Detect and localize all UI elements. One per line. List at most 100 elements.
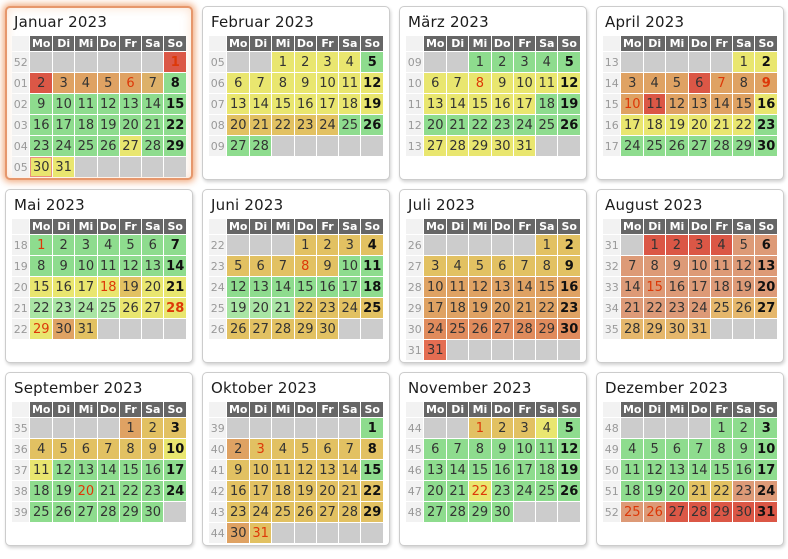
day-cell-mai-15[interactable]: 15 xyxy=(30,277,53,297)
day-cell-oktober-10[interactable]: 10 xyxy=(250,460,272,480)
day-cell-dezember-4[interactable]: 4 xyxy=(621,439,644,459)
day-cell-februar-22[interactable]: 22 xyxy=(272,115,294,135)
day-cell-november-13[interactable]: 13 xyxy=(424,460,447,480)
day-cell-dezember-15[interactable]: 15 xyxy=(710,460,733,480)
day-cell-september-5[interactable]: 5 xyxy=(53,439,75,459)
day-cell-maerz-29[interactable]: 29 xyxy=(469,136,491,156)
day-cell-maerz-17[interactable]: 17 xyxy=(513,94,536,114)
day-cell-september-14[interactable]: 14 xyxy=(97,460,119,480)
day-cell-februar-24[interactable]: 24 xyxy=(316,115,339,135)
day-cell-mai-8[interactable]: 8 xyxy=(30,256,53,276)
day-cell-oktober-30[interactable]: 30 xyxy=(227,523,250,543)
day-cell-september-24[interactable]: 24 xyxy=(164,481,186,501)
day-cell-maerz-14[interactable]: 14 xyxy=(447,94,469,114)
day-cell-januar-21[interactable]: 21 xyxy=(142,115,164,135)
day-cell-mai-23[interactable]: 23 xyxy=(53,298,75,318)
day-cell-april-11[interactable]: 11 xyxy=(644,94,666,114)
day-cell-november-6[interactable]: 6 xyxy=(424,439,447,459)
day-cell-mai-31[interactable]: 31 xyxy=(75,319,97,339)
day-cell-september-3[interactable]: 3 xyxy=(164,418,186,438)
day-cell-november-10[interactable]: 10 xyxy=(513,439,536,459)
day-cell-september-25[interactable]: 25 xyxy=(30,502,53,522)
day-cell-september-16[interactable]: 16 xyxy=(142,460,164,480)
day-cell-oktober-27[interactable]: 27 xyxy=(316,502,339,522)
day-cell-august-19[interactable]: 19 xyxy=(733,277,755,297)
day-cell-august-9[interactable]: 9 xyxy=(666,256,688,276)
day-cell-dezember-14[interactable]: 14 xyxy=(688,460,710,480)
day-cell-august-7[interactable]: 7 xyxy=(621,256,644,276)
day-cell-juni-5[interactable]: 5 xyxy=(227,256,250,276)
day-cell-juni-2[interactable]: 2 xyxy=(316,235,339,255)
day-cell-juli-27[interactable]: 27 xyxy=(491,319,513,339)
day-cell-oktober-3[interactable]: 3 xyxy=(250,439,272,459)
day-cell-dezember-29[interactable]: 29 xyxy=(710,502,733,522)
day-cell-januar-19[interactable]: 19 xyxy=(97,115,119,135)
day-cell-januar-4[interactable]: 4 xyxy=(75,73,97,93)
day-cell-juni-26[interactable]: 26 xyxy=(227,319,250,339)
day-cell-september-17[interactable]: 17 xyxy=(164,460,186,480)
day-cell-maerz-15[interactable]: 15 xyxy=(469,94,491,114)
day-cell-juli-2[interactable]: 2 xyxy=(558,235,580,255)
day-cell-november-17[interactable]: 17 xyxy=(513,460,536,480)
day-cell-august-30[interactable]: 30 xyxy=(666,319,688,339)
day-cell-maerz-27[interactable]: 27 xyxy=(424,136,447,156)
day-cell-dezember-22[interactable]: 22 xyxy=(710,481,733,501)
day-cell-maerz-9[interactable]: 9 xyxy=(491,73,513,93)
day-cell-september-10[interactable]: 10 xyxy=(164,439,186,459)
day-cell-oktober-6[interactable]: 6 xyxy=(316,439,339,459)
day-cell-november-19[interactable]: 19 xyxy=(558,460,580,480)
day-cell-april-27[interactable]: 27 xyxy=(688,136,710,156)
day-cell-februar-8[interactable]: 8 xyxy=(272,73,294,93)
day-cell-april-2[interactable]: 2 xyxy=(755,52,777,72)
day-cell-november-15[interactable]: 15 xyxy=(469,460,491,480)
day-cell-maerz-16[interactable]: 16 xyxy=(491,94,513,114)
day-cell-januar-3[interactable]: 3 xyxy=(53,73,75,93)
day-cell-februar-3[interactable]: 3 xyxy=(316,52,339,72)
day-cell-juni-9[interactable]: 9 xyxy=(316,256,339,276)
day-cell-september-23[interactable]: 23 xyxy=(142,481,164,501)
day-cell-april-4[interactable]: 4 xyxy=(644,73,666,93)
day-cell-september-11[interactable]: 11 xyxy=(30,460,53,480)
day-cell-oktober-20[interactable]: 20 xyxy=(316,481,339,501)
day-cell-dezember-16[interactable]: 16 xyxy=(733,460,755,480)
day-cell-november-16[interactable]: 16 xyxy=(491,460,513,480)
day-cell-mai-22[interactable]: 22 xyxy=(30,298,53,318)
day-cell-november-23[interactable]: 23 xyxy=(491,481,513,501)
day-cell-juli-29[interactable]: 29 xyxy=(536,319,558,339)
day-cell-juni-16[interactable]: 16 xyxy=(316,277,339,297)
day-cell-februar-17[interactable]: 17 xyxy=(316,94,339,114)
day-cell-oktober-4[interactable]: 4 xyxy=(272,439,294,459)
day-cell-juni-20[interactable]: 20 xyxy=(250,298,272,318)
day-cell-februar-26[interactable]: 26 xyxy=(361,115,383,135)
day-cell-juni-29[interactable]: 29 xyxy=(294,319,316,339)
day-cell-maerz-12[interactable]: 12 xyxy=(558,73,580,93)
day-cell-februar-9[interactable]: 9 xyxy=(294,73,316,93)
day-cell-juni-27[interactable]: 27 xyxy=(250,319,272,339)
day-cell-juni-11[interactable]: 11 xyxy=(361,256,383,276)
day-cell-januar-17[interactable]: 17 xyxy=(53,115,75,135)
day-cell-juni-8[interactable]: 8 xyxy=(294,256,316,276)
day-cell-august-1[interactable]: 1 xyxy=(644,235,666,255)
day-cell-juli-23[interactable]: 23 xyxy=(558,298,580,318)
day-cell-april-6[interactable]: 6 xyxy=(688,73,710,93)
day-cell-oktober-13[interactable]: 13 xyxy=(316,460,339,480)
day-cell-maerz-6[interactable]: 6 xyxy=(424,73,447,93)
day-cell-juni-6[interactable]: 6 xyxy=(250,256,272,276)
day-cell-dezember-9[interactable]: 9 xyxy=(733,439,755,459)
day-cell-juli-3[interactable]: 3 xyxy=(424,256,447,276)
day-cell-oktober-24[interactable]: 24 xyxy=(250,502,272,522)
day-cell-august-5[interactable]: 5 xyxy=(733,235,755,255)
day-cell-mai-5[interactable]: 5 xyxy=(119,235,142,255)
day-cell-januar-18[interactable]: 18 xyxy=(75,115,97,135)
day-cell-april-28[interactable]: 28 xyxy=(710,136,733,156)
day-cell-dezember-25[interactable]: 25 xyxy=(621,502,644,522)
day-cell-august-3[interactable]: 3 xyxy=(688,235,710,255)
day-cell-oktober-18[interactable]: 18 xyxy=(272,481,294,501)
day-cell-september-7[interactable]: 7 xyxy=(97,439,119,459)
day-cell-oktober-29[interactable]: 29 xyxy=(361,502,383,522)
day-cell-august-10[interactable]: 10 xyxy=(688,256,710,276)
day-cell-august-21[interactable]: 21 xyxy=(621,298,644,318)
day-cell-september-22[interactable]: 22 xyxy=(119,481,142,501)
day-cell-juli-8[interactable]: 8 xyxy=(536,256,558,276)
day-cell-august-17[interactable]: 17 xyxy=(688,277,710,297)
